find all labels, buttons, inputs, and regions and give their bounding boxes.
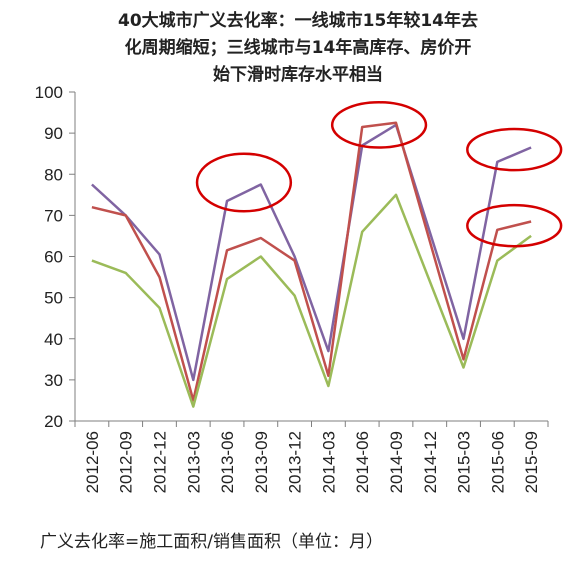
y-tick-label: 40 [44, 330, 63, 349]
y-tick-label: 50 [44, 289, 63, 308]
y-tick-label: 60 [44, 248, 63, 267]
x-tick-label: 2014-09 [387, 431, 406, 493]
y-tick-label: 30 [44, 371, 63, 390]
chart-title: 40大城市广义去化率：一线城市15年较14年去 化周期缩短；三线城市与14年高库… [52, 8, 544, 89]
y-tick-label: 100 [35, 83, 63, 102]
x-tick-label: 2012-06 [83, 431, 102, 493]
x-tick-label: 2015-09 [522, 431, 541, 493]
chart-title-line-2: 化周期缩短；三线城市与14年高库存、房价开 [124, 38, 472, 58]
x-tick-label: 2015-03 [455, 431, 474, 493]
x-tick-label: 2013-09 [252, 431, 271, 493]
chart-footnote: 广义去化率=施工面积/销售面积（单位：月） [40, 532, 383, 552]
y-tick-label: 90 [44, 124, 63, 143]
x-tick-label: 2013-12 [286, 431, 305, 493]
y-tick-label: 70 [44, 206, 63, 225]
chart-title-line-3: 始下滑时库存水平相当 [213, 65, 383, 85]
chart-title-line-1: 40大城市广义去化率：一线城市15年较14年去 [118, 11, 478, 31]
series-line-3 [91, 193, 532, 408]
x-tick-label: 2012-12 [150, 431, 169, 493]
x-tick-label: 2015-06 [488, 431, 507, 493]
series-line-2 [91, 121, 532, 402]
x-tick-label: 2013-03 [184, 431, 203, 493]
x-tick-label: 2012-09 [117, 431, 136, 493]
highlight-ellipse-2 [330, 101, 428, 149]
x-tick-label: 2014-06 [353, 431, 372, 493]
highlight-ellipse-3 [466, 127, 563, 172]
highlight-ellipse-4 [466, 203, 563, 248]
y-tick-label: 20 [44, 412, 63, 431]
series-line-1 [91, 123, 532, 382]
x-tick-label: 2014-12 [421, 431, 440, 493]
x-tick-label: 2013-06 [218, 431, 237, 493]
highlight-ellipse-1 [195, 152, 293, 213]
x-tick-label: 2014-03 [319, 431, 338, 493]
y-tick-label: 80 [44, 165, 63, 184]
